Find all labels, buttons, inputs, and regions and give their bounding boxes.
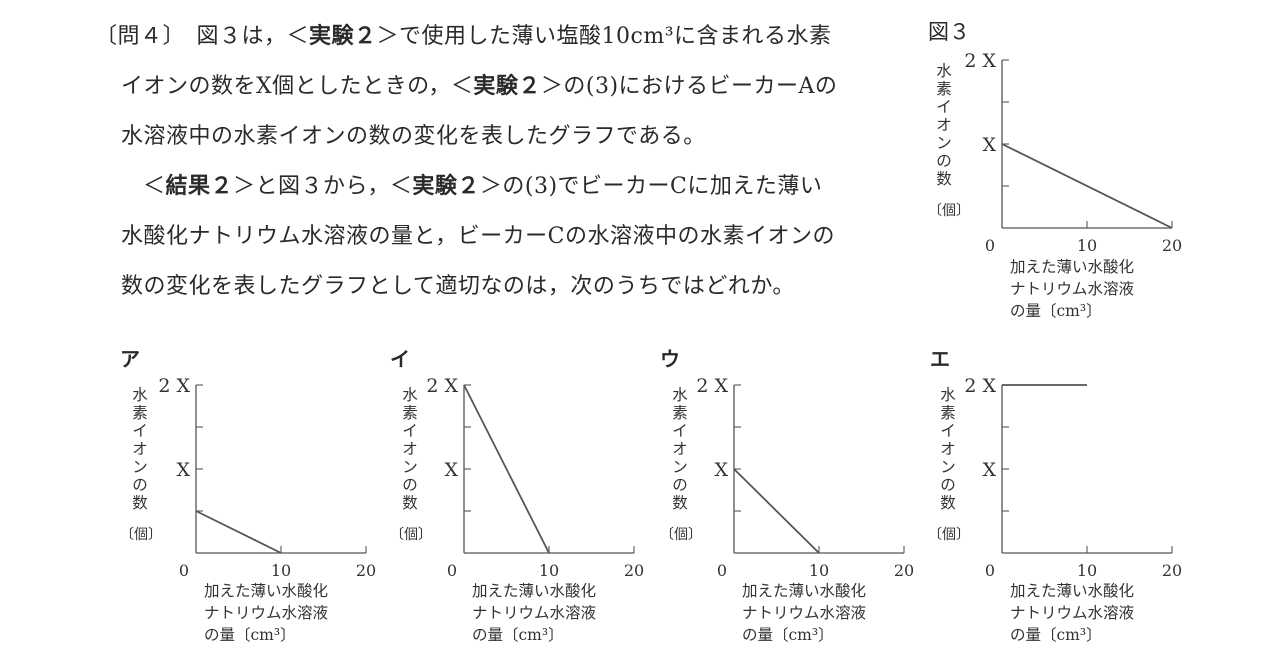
figure-3-graph: 水素イオンの数 〔個〕 X 2 X 0 10 20 加えた薄い水酸化 ナトリウム水溶液 … (928, 40, 1190, 340)
x-tick-label: 20 (356, 561, 376, 580)
option-label-u: ウ (660, 347, 680, 371)
y-axis-label: 水素イオンの数 (402, 386, 418, 512)
y-tick-label: 2 X (696, 375, 728, 397)
series-line (733, 468, 820, 554)
question-line-5: 水酸化ナトリウム水溶液の量と，ビーカーCの水溶液中の水素イオンの (121, 224, 835, 249)
x-tick-label: 10 (809, 561, 829, 580)
y-axis-unit: 〔個〕 (660, 527, 702, 543)
x-tick-label: 20 (1162, 561, 1182, 580)
option-label-e: エ (930, 347, 950, 371)
option-a-graph: 水素イオンの数 〔個〕 X 2 X 0 10 20 加えた薄い水酸化 ナトリウム水溶液 … (120, 368, 380, 668)
chart-svg: X 2 X 0 10 20 (158, 375, 376, 580)
option-e-graph: 水素イオンの数 〔個〕 X 2 X 0 10 20 加えた薄い水酸化 ナトリウム水溶液 … (928, 368, 1190, 668)
option-label-a: ア (120, 347, 140, 371)
x-tick-label: 20 (894, 561, 914, 580)
question-text: 〔問４〕 図３は，＜実験２＞で使用した薄い塩酸10cm³に含まれる水素 イオンの… (95, 12, 895, 312)
y-axis-label: 水素イオンの数 (936, 62, 952, 188)
question-line-3: 水溶液中の水素イオンの数の変化を表したグラフである。 (121, 124, 706, 149)
y-axis-label: 水素イオンの数 (940, 386, 956, 512)
y-axis-label: 水素イオンの数 (132, 386, 148, 512)
series-line (463, 384, 550, 554)
x-tick-label: 0 (179, 561, 189, 580)
option-u-graph: 水素イオンの数 〔個〕 X 2 X 0 10 20 加えた薄い水酸化 ナトリウム水溶液 … (660, 368, 920, 668)
x-axis-label: 加えた薄い水酸化 ナトリウム水溶液 の量〔cm³〕 (1010, 258, 1135, 320)
x-tick-label: 20 (1162, 236, 1182, 255)
y-tick-label: 2 X (964, 50, 996, 72)
y-tick-label: 2 X (158, 375, 190, 397)
chart-svg: X 2 X 0 10 20 (696, 375, 914, 580)
x-axis-label: 加えた薄い水酸化 ナトリウム水溶液 の量〔cm³〕 (204, 582, 329, 644)
y-axis-unit: 〔個〕 (120, 527, 162, 543)
x-tick-label: 10 (1077, 236, 1097, 255)
y-axis-label: 水素イオンの数 (672, 386, 688, 512)
x-tick-label: 10 (1077, 561, 1097, 580)
x-axis-label: 加えた薄い水酸化 ナトリウム水溶液 の量〔cm³〕 (1010, 582, 1135, 644)
y-tick-label: 2 X (426, 375, 458, 397)
chart-svg: X 2 X 0 10 20 (964, 50, 1182, 255)
question-line-1: 〔問４〕 図３は，＜実験２＞で使用した薄い塩酸10cm³に含まれる水素 (95, 24, 832, 49)
x-axis-label: 加えた薄い水酸化 ナトリウム水溶液 の量〔cm³〕 (742, 582, 867, 644)
x-tick-label: 0 (717, 561, 727, 580)
x-tick-label: 20 (624, 561, 644, 580)
question-line-6: 数の変化を表したグラフとして適切なのは，次のうちではどれか。 (121, 274, 795, 299)
question-line-4: ＜結果２＞と図３から，＜実験２＞の(3)でビーカーCに加えた薄い (143, 174, 823, 199)
y-tick-label: X (176, 459, 190, 481)
x-tick-label: 10 (271, 561, 291, 580)
x-tick-label: 0 (985, 236, 995, 255)
series-line (1001, 143, 1173, 229)
x-tick-label: 0 (985, 561, 995, 580)
option-i-graph: 水素イオンの数 〔個〕 X 2 X 0 10 20 加えた薄い水酸化 ナトリウム水溶液 … (390, 368, 650, 668)
x-tick-label: 0 (447, 561, 457, 580)
y-axis-unit: 〔個〕 (928, 527, 970, 543)
chart-svg: X 2 X 0 10 20 (426, 375, 644, 580)
question-line-2: イオンの数をX個としたときの，＜実験２＞の(3)におけるビーカーAの (121, 74, 838, 99)
x-tick-label: 10 (539, 561, 559, 580)
y-tick-label: X (982, 459, 996, 481)
y-axis-unit: 〔個〕 (928, 203, 970, 219)
y-tick-label: X (444, 459, 458, 481)
y-axis-unit: 〔個〕 (390, 527, 432, 543)
y-tick-label: X (714, 459, 728, 481)
y-tick-label: X (982, 134, 996, 156)
chart-svg: X 2 X 0 10 20 (964, 375, 1182, 580)
option-label-i: イ (390, 347, 410, 371)
series-line (195, 510, 282, 554)
x-axis-label: 加えた薄い水酸化 ナトリウム水溶液 の量〔cm³〕 (472, 582, 597, 644)
y-tick-label: 2 X (964, 375, 996, 397)
figure-3-title: 図３ (928, 20, 970, 44)
